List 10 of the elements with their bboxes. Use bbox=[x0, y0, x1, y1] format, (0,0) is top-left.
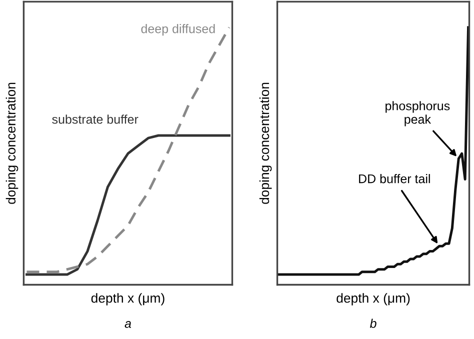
annotation: phosphorus peak bbox=[386, 101, 450, 126]
text: a bbox=[124, 321, 132, 328]
series-label: deep diffused bbox=[141, 24, 215, 36]
y-axis-title: doping concentration bbox=[259, 82, 272, 204]
x-axis-title: depth x (μm) bbox=[336, 293, 410, 306]
annotation: DD buffer tail bbox=[359, 174, 430, 184]
x-axis-title: depth x (μm) bbox=[91, 293, 164, 306]
series-label: substrate buffer bbox=[52, 114, 138, 124]
text: b bbox=[370, 318, 376, 328]
y-axis-title: doping concentration bbox=[6, 82, 18, 204]
